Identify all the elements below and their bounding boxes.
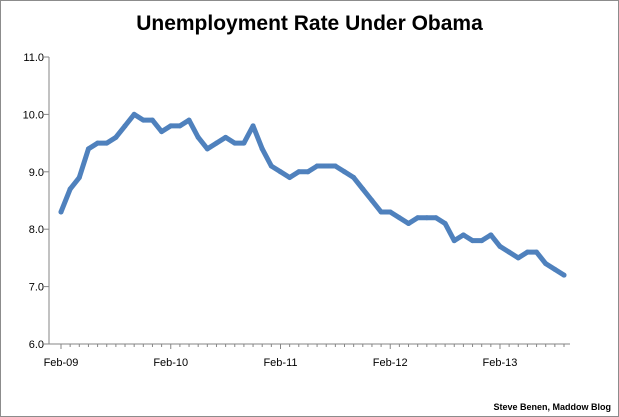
- data-point: [67, 186, 73, 192]
- series-group: [58, 111, 567, 278]
- data-point: [159, 129, 165, 135]
- x-tick-label: Feb-13: [483, 357, 518, 369]
- data-point: [360, 186, 366, 192]
- data-point: [323, 163, 329, 169]
- data-point: [424, 215, 430, 221]
- data-point: [268, 163, 274, 169]
- data-point: [104, 140, 110, 146]
- x-tick-label: Feb-09: [44, 357, 79, 369]
- data-point: [552, 266, 558, 272]
- y-tick-label: 7.0: [29, 282, 44, 294]
- data-point: [332, 163, 338, 169]
- data-point: [213, 140, 219, 146]
- data-point: [524, 249, 530, 255]
- data-point: [122, 123, 128, 129]
- data-point: [177, 123, 183, 129]
- y-tick-label: 11.0: [23, 52, 44, 64]
- data-point: [204, 146, 210, 152]
- y-tick-label: 9.0: [29, 167, 44, 179]
- data-point: [415, 215, 421, 221]
- y-tick-label: 8.0: [29, 224, 44, 236]
- data-point: [460, 232, 466, 238]
- data-point: [488, 232, 494, 238]
- data-point: [85, 146, 91, 152]
- data-point: [342, 169, 348, 175]
- data-point: [351, 175, 357, 181]
- data-point: [396, 215, 402, 221]
- data-point: [497, 243, 503, 249]
- data-point: [277, 169, 283, 175]
- x-tick-label: Feb-11: [263, 357, 297, 369]
- data-point: [241, 140, 247, 146]
- data-point: [378, 209, 384, 215]
- data-point: [149, 117, 155, 123]
- data-point: [131, 111, 137, 117]
- y-tick-label: 10.0: [23, 109, 44, 121]
- data-point: [140, 117, 146, 123]
- x-tick-label: Feb-12: [373, 357, 408, 369]
- data-point: [451, 238, 457, 244]
- data-point: [314, 163, 320, 169]
- data-point: [259, 146, 265, 152]
- data-point: [232, 140, 238, 146]
- data-point: [113, 134, 119, 140]
- data-point: [296, 169, 302, 175]
- data-point: [534, 249, 540, 255]
- data-point: [58, 209, 64, 215]
- data-point: [442, 220, 448, 226]
- data-point: [305, 169, 311, 175]
- data-point: [287, 175, 293, 181]
- data-point: [433, 215, 439, 221]
- data-point: [95, 140, 101, 146]
- data-point: [387, 209, 393, 215]
- y-tick-label: 6.0: [29, 339, 44, 351]
- data-point: [406, 220, 412, 226]
- data-point: [515, 255, 521, 261]
- data-point: [168, 123, 174, 129]
- data-point: [250, 123, 256, 129]
- data-point: [186, 117, 192, 123]
- data-point: [76, 175, 82, 181]
- y-axis-ticks: 6.0 7.0 8.0 9.0 10.0 11.0: [23, 52, 49, 351]
- unemployment-rate-line: [58, 111, 567, 278]
- source-credit: Steve Benen, Maddow Blog: [493, 402, 611, 412]
- data-point: [223, 134, 229, 140]
- data-point: [543, 261, 549, 267]
- axes: [48, 57, 570, 345]
- data-point: [195, 134, 201, 140]
- data-point: [470, 238, 476, 244]
- data-point: [479, 238, 485, 244]
- data-point: [369, 198, 375, 203]
- x-tick-label: Feb-10: [153, 357, 188, 369]
- data-point: [506, 249, 512, 255]
- data-point: [561, 272, 567, 278]
- x-axis-ticks: Feb-09 Feb-10 Feb-11 Feb-12 Feb-13: [44, 344, 565, 369]
- chart-title: Unemployment Rate Under Obama: [136, 12, 483, 35]
